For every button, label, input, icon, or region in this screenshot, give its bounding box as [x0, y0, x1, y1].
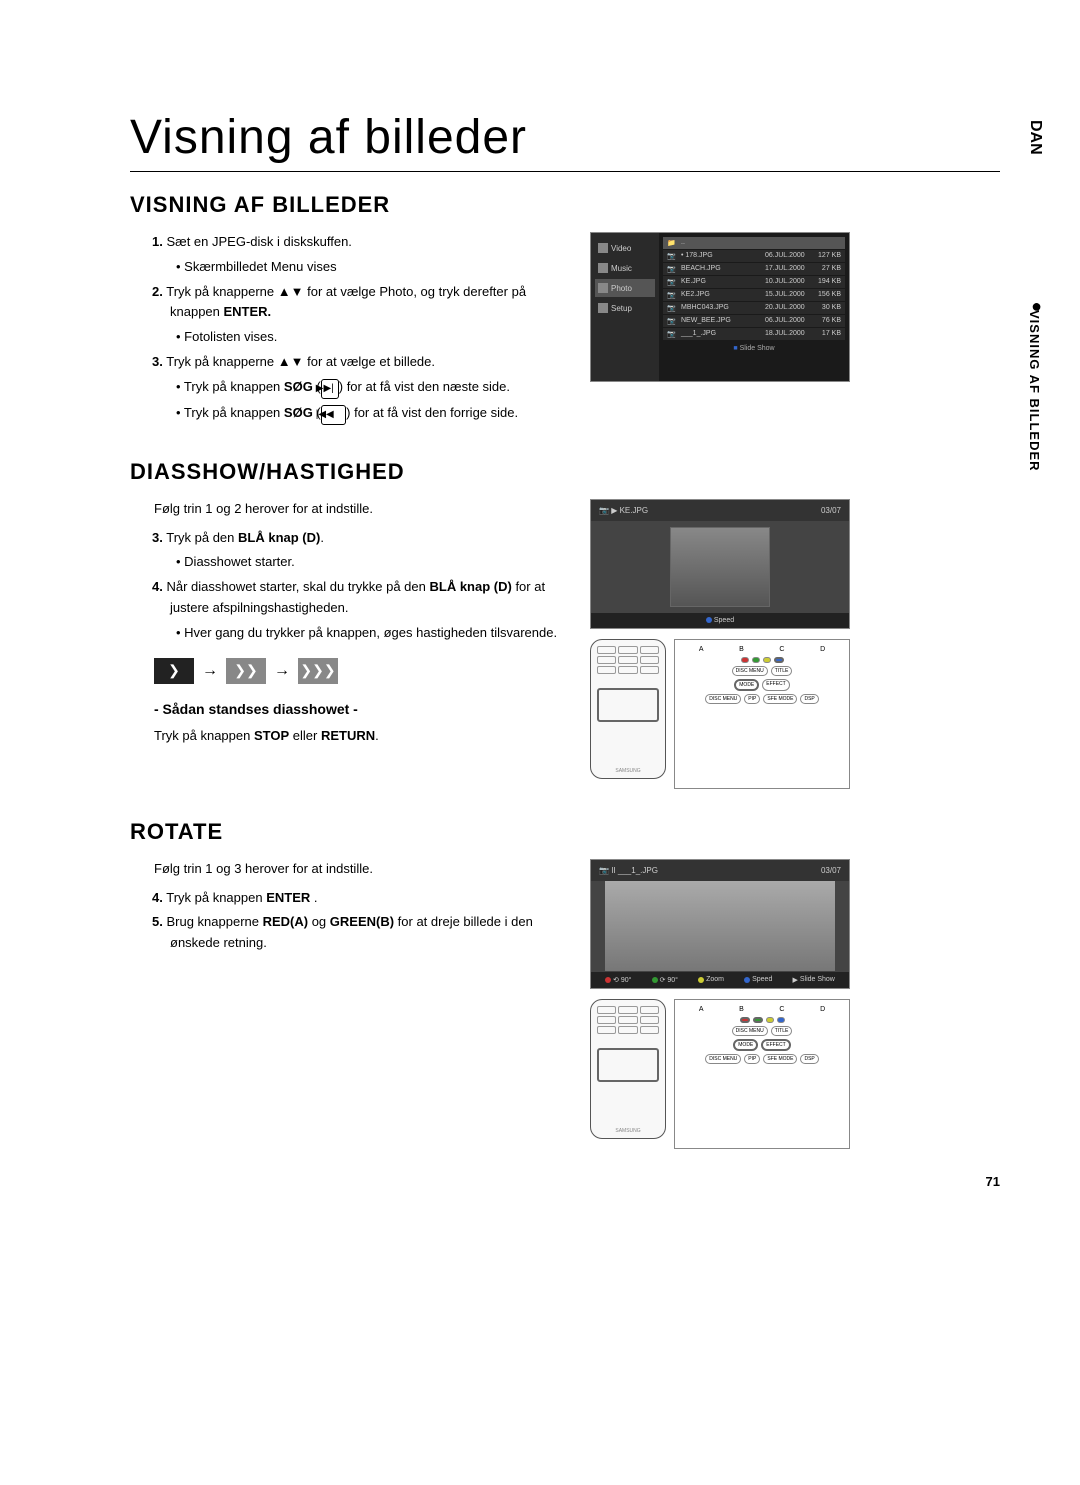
- language-code: DAN: [1026, 120, 1044, 155]
- section-visning-title: VISNING AF BILLEDER: [130, 192, 1000, 218]
- section-rotate-title: ROTATE: [130, 819, 1000, 845]
- search-back-icon: |◀◀: [321, 405, 346, 425]
- file-browser-screenshot: Video Music Photo Setup 📁.. 📷• 178.JPG06…: [590, 232, 850, 382]
- stop-subheading: - Sådan standses diasshowet -: [154, 698, 570, 720]
- section3-text: Følg trin 1 og 3 herover for at indstill…: [130, 859, 570, 1149]
- photo-viewer-screenshot-1: 📷 ▶ KE.JPG 03/07 Speed: [590, 499, 850, 629]
- speed-3-icon: ❯❯❯: [298, 658, 338, 684]
- search-forward-icon: ▶▶|: [321, 379, 339, 399]
- section1-text: 1. Sæt en JPEG-disk i diskskuffen. • Skæ…: [130, 232, 570, 429]
- section2-text: Følg trin 1 og 2 herover for at indstill…: [130, 499, 570, 789]
- page-title: Visning af billeder: [130, 110, 1000, 172]
- speed-indicator-row: ❯ → ❯❯ → ❯❯❯: [154, 658, 570, 684]
- remote-diagram-1: SAMSUNG A B C D DISC MENUTIT: [590, 639, 850, 789]
- page-number: 71: [986, 1174, 1000, 1189]
- speed-1-icon: ❯: [154, 658, 194, 684]
- photo-viewer-screenshot-2: 📷 II ___1_.JPG 03/07 ⟲ 90° ⟳ 90° Zoom Sp…: [590, 859, 850, 989]
- speed-2-icon: ❯❯: [226, 658, 266, 684]
- remote-diagram-2: SAMSUNG A B C D DISC MENUTIT: [590, 999, 850, 1149]
- section-diasshow-title: DIASSHOW/HASTIGHED: [130, 459, 1000, 485]
- side-section-label: VISNING AF BILLEDER: [1027, 310, 1042, 472]
